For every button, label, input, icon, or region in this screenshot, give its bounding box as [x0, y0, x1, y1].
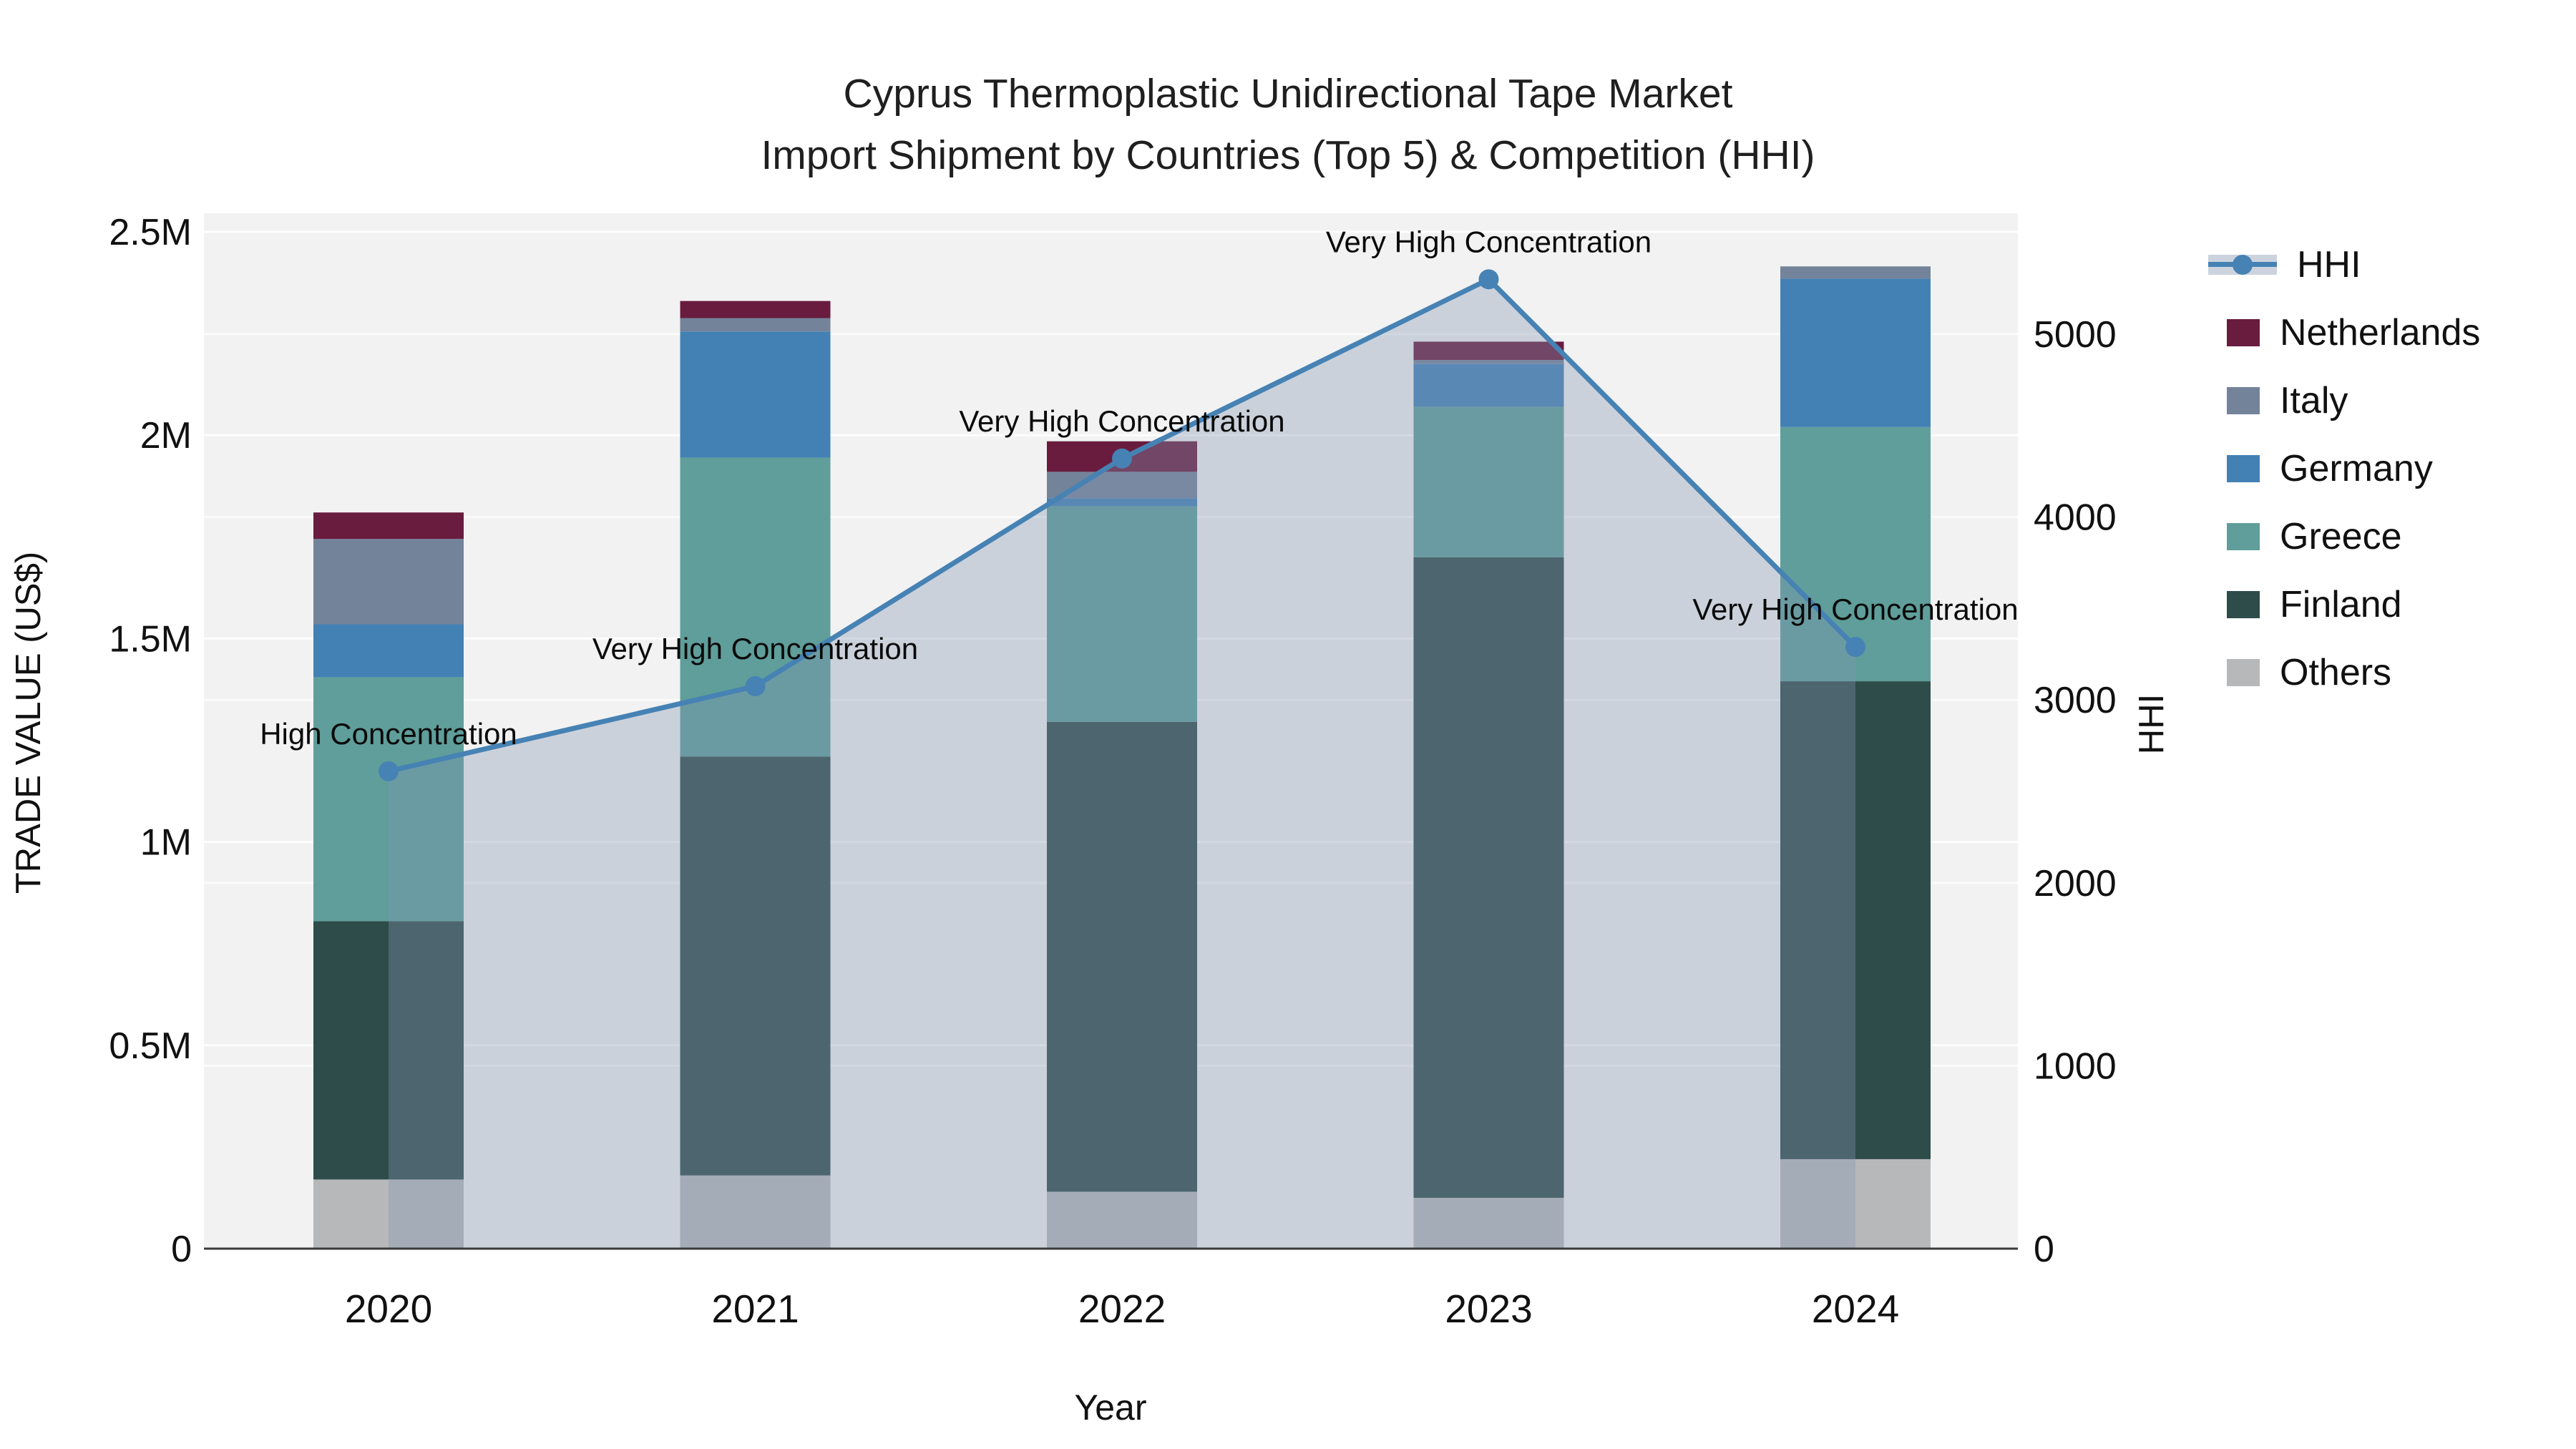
left-tick-label: 2M — [140, 415, 192, 457]
others-swatch — [2227, 658, 2260, 686]
hhi-marker-2022 — [1112, 448, 1132, 469]
x-tick-label-2022: 2022 — [1078, 1287, 1166, 1331]
legend-label: HHI — [2297, 243, 2361, 286]
right-tick-label: 0 — [2034, 1229, 2054, 1270]
bar-segment-2024-italy — [1780, 266, 1931, 279]
x-tick-label-2024: 2024 — [1812, 1287, 1899, 1331]
legend-item-hhi: HHI — [2204, 230, 2480, 298]
bar-segment-2022-others — [1047, 1191, 1197, 1249]
right-tick-label: 4000 — [2034, 497, 2117, 539]
hhi-annotation-2020: High Concentration — [260, 717, 517, 751]
bar-segment-2020-greece — [313, 677, 464, 922]
legend-item-italy: Italy — [2204, 366, 2480, 434]
germany-swatch — [2227, 454, 2260, 482]
hhi-marker-2020 — [379, 761, 399, 781]
netherlands-swatch — [2227, 318, 2260, 346]
hhi-annotation-2021: Very High Concentration — [592, 632, 918, 665]
bar-segment-2021-greece — [680, 457, 831, 757]
hhi-marker-2024 — [1845, 637, 1865, 658]
bar-segment-2022-italy — [1047, 472, 1197, 499]
bar-segment-2020-others — [313, 1179, 464, 1249]
legend-label: Germany — [2280, 447, 2433, 489]
greece-swatch — [2227, 522, 2260, 550]
left-tick-label: 1.5M — [109, 618, 192, 660]
bar-segment-2022-greece — [1047, 506, 1197, 722]
bar-segment-2020-netherlands — [313, 512, 464, 540]
right-axis-title: HHI — [2132, 693, 2171, 755]
legend-label: Others — [2280, 651, 2392, 693]
left-axis-title: TRADE VALUE (US$) — [9, 551, 48, 894]
legend-item-greece: Greece — [2204, 502, 2480, 570]
hhi-area-fill — [389, 279, 1855, 1249]
legend-label: Netherlands — [2280, 311, 2481, 353]
bar-segment-2021-germany — [680, 331, 831, 458]
italy-swatch — [2227, 386, 2260, 414]
hhi-line-sample-icon — [2208, 254, 2277, 275]
hhi-marker-swatch — [2233, 254, 2253, 275]
bar-segment-2022-germany — [1047, 498, 1197, 507]
legend: HHI Netherlands Italy Germany Greece Fin… — [2204, 230, 2480, 706]
legend-item-others: Others — [2204, 638, 2480, 706]
bar-segment-2024-others — [1780, 1158, 1931, 1249]
bar-segment-2021-finland — [680, 756, 831, 1176]
left-tick-label: 0 — [171, 1229, 192, 1270]
chart-title-line1: Cyprus Thermoplastic Unidirectional Tape… — [843, 71, 1733, 117]
x-tick-label-2023: 2023 — [1445, 1287, 1532, 1331]
hhi-annotation-2022: Very High Concentration — [959, 404, 1284, 438]
bar-segment-2023-netherlands — [1413, 341, 1564, 361]
hhi-annotation-2023: Very High Concentration — [1326, 225, 1652, 258]
finland-swatch — [2227, 590, 2260, 618]
x-axis-title: Year — [1074, 1387, 1147, 1428]
hhi-annotation-2024: Very High Concentration — [1692, 592, 2018, 626]
legend-item-germany: Germany — [2204, 434, 2480, 502]
right-tick-label: 5000 — [2034, 314, 2117, 356]
legend-item-netherlands: Netherlands — [2204, 298, 2480, 366]
bar-segment-2020-germany — [313, 624, 464, 678]
x-tick-label-2020: 2020 — [345, 1287, 432, 1331]
legend-label: Greece — [2280, 515, 2402, 557]
chart-title: Cyprus Thermoplastic Unidirectional Tape… — [0, 63, 2576, 186]
legend-item-finland: Finland — [2204, 570, 2480, 638]
chart-title-line2: Import Shipment by Countries (Top 5) & C… — [761, 132, 1815, 178]
bar-segment-2020-finland — [313, 921, 464, 1180]
hhi-marker-2021 — [745, 676, 766, 697]
bar-segment-2024-finland — [1780, 681, 1931, 1159]
left-tick-label: 2.5M — [109, 212, 192, 253]
bar-segment-2024-germany — [1780, 278, 1931, 427]
bar-segment-2020-italy — [313, 539, 464, 625]
left-tick-label: 1M — [140, 822, 192, 864]
bar-segment-2023-italy — [1413, 360, 1564, 364]
bar-segment-2021-others — [680, 1175, 831, 1249]
bar-segment-2023-others — [1413, 1197, 1564, 1249]
right-tick-label: 2000 — [2034, 863, 2117, 904]
x-tick-label-2021: 2021 — [711, 1287, 799, 1331]
bar-segment-2021-italy — [680, 318, 831, 332]
right-tick-label: 3000 — [2034, 680, 2117, 721]
left-tick-label: 0.5M — [109, 1025, 192, 1067]
bar-segment-2023-finland — [1413, 557, 1564, 1198]
bar-segment-2021-netherlands — [680, 301, 831, 318]
bar-segment-2022-finland — [1047, 721, 1197, 1192]
legend-label: Italy — [2280, 379, 2348, 421]
hhi-marker-2023 — [1478, 269, 1499, 290]
bar-segment-2023-germany — [1413, 364, 1564, 407]
right-tick-label: 1000 — [2034, 1045, 2117, 1087]
legend-label: Finland — [2280, 583, 2402, 625]
bar-segment-2023-greece — [1413, 406, 1564, 557]
